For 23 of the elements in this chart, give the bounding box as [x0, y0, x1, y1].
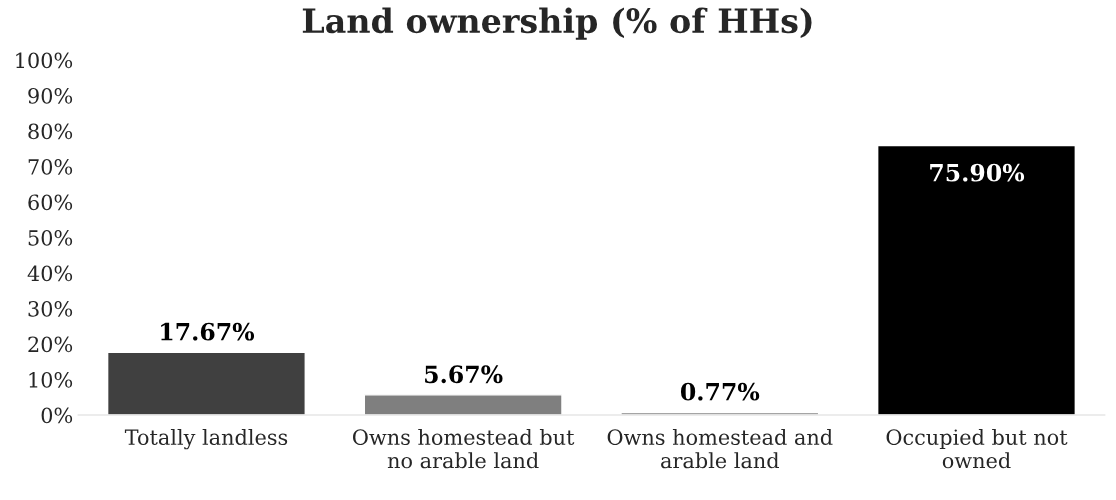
- y-tick-label: 20%: [28, 336, 73, 353]
- data-label: 0.77%: [680, 382, 760, 401]
- y-tick-label: 50%: [28, 229, 73, 246]
- bar: [363, 394, 563, 415]
- data-label: 5.67%: [425, 365, 503, 384]
- bar: [106, 351, 306, 415]
- y-tick-label: 60%: [28, 194, 73, 211]
- x-tick-label: Totally landless: [124, 428, 288, 450]
- chart-title: Land ownership (% of HHs): [302, 7, 812, 40]
- y-tick-label: 100%: [16, 52, 73, 69]
- bar: [876, 144, 1077, 415]
- y-tick-label: 30%: [28, 300, 73, 317]
- x-tick-label: Owns homestead and arable land: [607, 428, 833, 469]
- x-tick-label: Owns homestead but no arable land: [353, 428, 575, 469]
- y-tick-label: 90%: [28, 87, 73, 104]
- y-tick-label: 0%: [41, 407, 73, 424]
- x-tick-label: Occupied but not owned: [886, 428, 1068, 469]
- y-tick-label: 70%: [28, 158, 73, 175]
- y-tick-label: 80%: [28, 123, 73, 140]
- y-tick-label: 40%: [27, 265, 73, 282]
- data-label: 17.67%: [161, 322, 255, 341]
- y-tick-label: 10%: [29, 371, 73, 388]
- data-label: 75.90%: [930, 163, 1025, 182]
